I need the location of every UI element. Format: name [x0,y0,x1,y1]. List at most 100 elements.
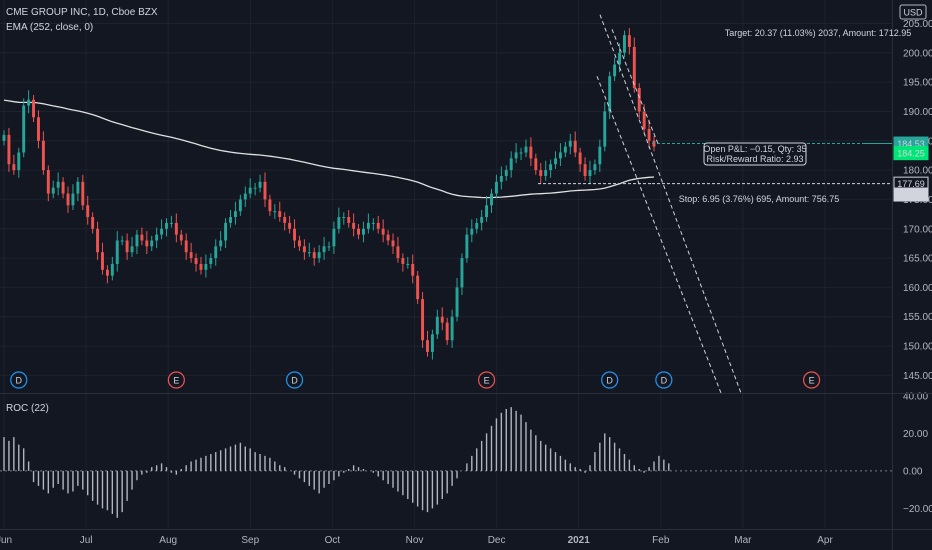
candles [2,28,656,360]
time-tick-label: 2021 [568,535,591,546]
candle-body [460,258,464,288]
candle-body [263,181,267,200]
price-tag [893,146,929,161]
candle-body [32,99,36,118]
candle-body [312,252,316,259]
candle-body [41,140,45,171]
roc-axis[interactable]: 40.00 20.00 0.00 −20.00 [903,391,932,515]
candle-body [632,46,636,88]
time-tick-label: Feb [652,535,670,546]
candle-body [96,228,100,253]
candle-body [332,228,336,247]
event-letter: D [606,376,613,386]
candle-body [588,170,592,176]
candle-body [229,217,232,223]
candle-body [366,222,370,229]
candle-body [539,170,543,176]
price-tick-label: 150.00 [903,342,932,353]
candle-body [184,240,188,253]
candle-body [411,263,415,276]
roc-tick-label: 20.00 [903,429,928,440]
event-letter: E [173,376,179,386]
candle-body [475,222,479,229]
candle-body [583,164,587,176]
candle-body [637,87,641,112]
candle-body [160,228,164,235]
indicator-label[interactable]: EMA (252, close, 0) [6,22,93,33]
candle-body [17,152,21,171]
candle-body [362,228,365,235]
candle-body [140,234,144,241]
candle-body [480,217,484,223]
chart-title: CME GROUP INC, 1D, Cboe BZX [6,7,158,18]
candle-body [81,181,85,206]
price-tick-label: 180.00 [903,166,932,177]
candle-body [504,170,508,176]
candle-body [66,193,70,206]
channel-line-upper [599,14,742,394]
candle-body [105,269,109,276]
candle-body [37,117,40,141]
candle-body [435,316,439,335]
price-tick-label: 160.00 [903,283,932,294]
earnings-event-icon [167,371,185,389]
currency-badge[interactable] [899,4,927,20]
candle-body [549,164,553,171]
event-letter: D [291,376,298,386]
candle-body [76,181,80,194]
price-tag-label: 184.25 [897,149,925,159]
candle-body [174,222,178,235]
rr-label: Risk/Reward Ratio: 2.93 [706,154,803,164]
trend-channel[interactable] [596,14,742,394]
candle-body [534,158,538,171]
candle-body [494,181,498,194]
candle-body [514,152,518,159]
event-letter: E [484,376,490,386]
stop-label: Stop: 6.95 (3.76%) 695, Amount: 756.75 [679,194,840,204]
candle-body [386,234,390,241]
candle-body [622,35,626,53]
candle-body [110,263,114,276]
channel-line-lower [596,76,722,394]
target-label: Target: 20.37 (11.03%) 2037, Amount: 171… [725,28,911,38]
candle-body [573,140,577,153]
grid [0,0,892,529]
candle-body [22,105,26,153]
candle-body [302,246,306,253]
candle-body [204,263,208,270]
candle-body [578,152,582,165]
candle-body [455,287,459,317]
candle-body [219,240,223,247]
candle-body [524,146,528,153]
candle-body [243,193,247,200]
roc-label[interactable]: ROC (22) [6,403,49,414]
candle-body [440,316,444,323]
time-axis[interactable]: Jun Jul Aug Sep Oct Nov Dec 2021 Feb Mar Apr [0,535,833,546]
candle-body [613,64,617,77]
candle-body [421,299,425,341]
candle-body [499,175,503,182]
price-tick-label: 165.00 [903,254,932,265]
candle-body [396,246,400,259]
candle-body [598,146,602,165]
candle-body [352,222,356,229]
dividend-event-icon [655,371,673,389]
pnl-box[interactable] [703,142,807,166]
time-tick-label: Sep [241,535,259,546]
candle-body [401,258,405,264]
candle-body [470,228,474,235]
candle-body [627,35,631,47]
price-tag-label: 184.53 [897,139,925,149]
dividend-event-icon [10,371,28,389]
candle-body [135,234,139,247]
candle-body [27,99,31,106]
candle-body [327,246,331,248]
candle-body [568,140,572,147]
candle-body [618,52,621,65]
candle-body [416,275,420,300]
candle-body [357,228,361,235]
